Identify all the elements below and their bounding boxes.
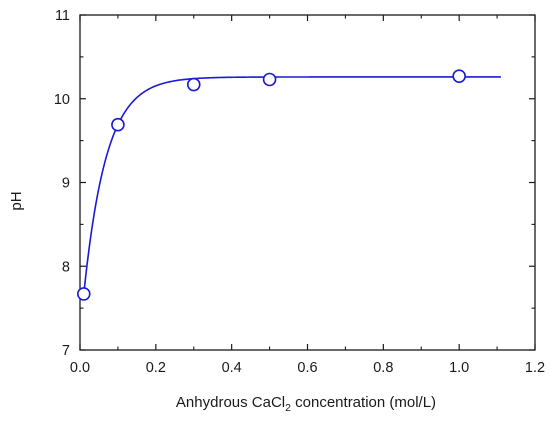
x-tick-label: 0.2 (146, 360, 166, 376)
data-point (452, 69, 466, 83)
x-tick-label: 0.6 (297, 360, 317, 376)
x-tick-label: 0.8 (373, 360, 393, 376)
plot-frame (79, 14, 536, 351)
x-tick-label: 1.0 (449, 360, 469, 376)
y-tick-label: 7 (62, 343, 70, 359)
x-axis-label-subscript: 2 (285, 402, 291, 414)
tick-labels: 0.0 0.2 0.4 0.6 0.8 1.0 1.2 7 8 9 10 11 (54, 8, 545, 376)
axes (79, 14, 536, 351)
data-point (186, 77, 201, 92)
fit-curve (82, 76, 501, 294)
x-tick-label: 0.0 (70, 360, 90, 376)
data-point (262, 72, 277, 87)
data-points (76, 69, 466, 301)
x-axis-label: Anhydrous CaCl2 concentration (mol/L) (176, 394, 436, 414)
x-tick-label: 1.2 (525, 360, 545, 376)
x-axis-label-suffix: concentration (mol/L) (291, 394, 436, 411)
y-tick-label: 9 (62, 176, 70, 192)
x-tick-label: 0.4 (222, 360, 242, 376)
y-tick-label: 10 (54, 92, 70, 108)
axis-ticks (79, 14, 536, 351)
data-point (76, 287, 91, 301)
y-axis-label: pH (8, 191, 25, 210)
data-point (111, 117, 125, 132)
x-axis-label-prefix: Anhydrous CaCl (176, 394, 285, 411)
y-tick-label: 11 (55, 8, 70, 24)
y-tick-label: 8 (62, 259, 70, 275)
